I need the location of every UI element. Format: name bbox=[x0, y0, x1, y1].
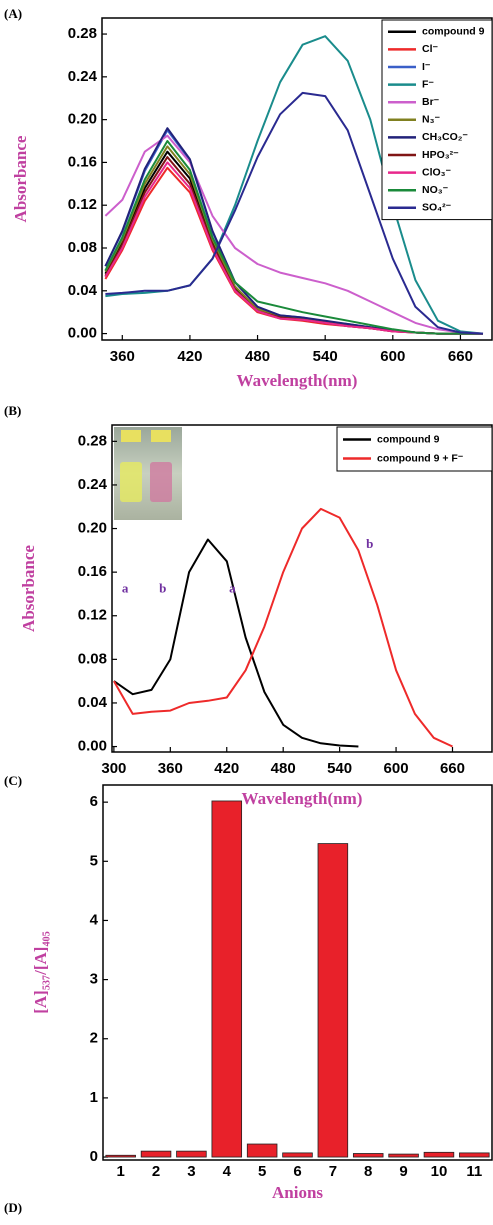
legend-label: I⁻ bbox=[422, 61, 431, 73]
series-line bbox=[105, 91, 484, 335]
legend-label: compound 9 + F⁻ bbox=[377, 452, 464, 464]
vial-b bbox=[150, 462, 172, 502]
bar bbox=[388, 1153, 419, 1158]
x-tick-label: 8 bbox=[364, 1163, 372, 1180]
plot-frame bbox=[111, 424, 493, 753]
x-tick-label: 660 bbox=[440, 760, 465, 777]
y-tick-label: 0.24 bbox=[78, 476, 108, 493]
x-tick-label: 480 bbox=[245, 348, 270, 365]
bar bbox=[246, 1143, 278, 1158]
y-tick-label: 0.24 bbox=[68, 68, 98, 85]
x-tick-label: 360 bbox=[110, 348, 135, 365]
y-axis-title: Absorbance bbox=[19, 545, 38, 632]
x-tick-label: 540 bbox=[313, 348, 338, 365]
panel-label: (B) bbox=[4, 403, 21, 418]
legend-label: Br⁻ bbox=[422, 96, 440, 108]
annotation: b bbox=[366, 536, 373, 551]
x-tick-label: 3 bbox=[187, 1163, 195, 1180]
y-tick-label: 0.12 bbox=[78, 607, 107, 624]
series-line bbox=[113, 538, 359, 748]
x-tick-label: 660 bbox=[448, 348, 473, 365]
legend-label: compound 9 bbox=[377, 433, 440, 445]
x-axis-title: Wavelength(nm) bbox=[237, 371, 358, 390]
bar bbox=[282, 1152, 313, 1158]
y-tick-label: 0.20 bbox=[68, 111, 97, 128]
y-tick-label: 6 bbox=[90, 793, 98, 810]
x-tick-label: 5 bbox=[258, 1163, 266, 1180]
cap-b bbox=[151, 430, 171, 442]
bar bbox=[317, 843, 349, 1158]
bar bbox=[140, 1150, 172, 1158]
x-tick-label: 300 bbox=[101, 760, 126, 777]
x-tick-label: 11 bbox=[466, 1163, 482, 1180]
bar bbox=[352, 1153, 384, 1158]
cap-a bbox=[121, 430, 141, 442]
x-tick-label: 1 bbox=[117, 1163, 125, 1180]
y-tick-label: 0.16 bbox=[68, 153, 97, 170]
bar bbox=[105, 1154, 136, 1158]
y-tick-label: 2 bbox=[90, 1030, 98, 1047]
y-axis-title: [A]₅₃₇/[A]₄₀₅ bbox=[31, 931, 50, 1014]
legend-label: NO₃⁻ bbox=[422, 184, 449, 196]
x-tick-label: 540 bbox=[327, 760, 352, 777]
panel-label: (C) bbox=[4, 773, 22, 788]
vial-a bbox=[120, 462, 142, 502]
x-tick-label: 10 bbox=[431, 1163, 448, 1180]
bar bbox=[176, 1150, 207, 1158]
y-tick-label: 0.04 bbox=[78, 694, 108, 711]
legend-box bbox=[336, 426, 493, 472]
plot-frame bbox=[102, 784, 493, 1161]
y-tick-label: 0.04 bbox=[68, 282, 98, 299]
x-axis-title: Wavelength(nm) bbox=[242, 789, 363, 808]
y-tick-label: 0.08 bbox=[68, 239, 97, 256]
panel-label: (A) bbox=[4, 6, 22, 21]
legend-label: compound 9 bbox=[422, 26, 485, 38]
x-tick-label: 480 bbox=[271, 760, 296, 777]
x-tick-label: 9 bbox=[399, 1163, 407, 1180]
legend-label: F⁻ bbox=[422, 78, 434, 90]
bar bbox=[459, 1152, 490, 1158]
y-tick-label: 0.08 bbox=[78, 650, 107, 667]
y-tick-label: 0.20 bbox=[78, 520, 107, 537]
series-line bbox=[104, 134, 484, 335]
series-line bbox=[113, 507, 453, 748]
y-tick-label: 0.00 bbox=[68, 325, 97, 342]
y-tick-label: 3 bbox=[90, 971, 98, 988]
bar bbox=[423, 1151, 455, 1158]
y-tick-label: 4 bbox=[90, 911, 99, 928]
annotation: a bbox=[122, 581, 129, 596]
x-tick-label: 420 bbox=[214, 760, 239, 777]
y-tick-label: 5 bbox=[90, 852, 98, 869]
annotation: b bbox=[159, 581, 166, 596]
panel-label: (D) bbox=[4, 1200, 22, 1215]
series-line bbox=[104, 140, 483, 335]
x-tick-label: 2 bbox=[152, 1163, 160, 1180]
annotation: a bbox=[229, 581, 236, 596]
y-tick-label: 0 bbox=[90, 1148, 98, 1165]
legend-label: ClO₃⁻ bbox=[422, 166, 452, 178]
legend-label: Cl⁻ bbox=[422, 43, 439, 55]
y-tick-label: 1 bbox=[90, 1089, 98, 1106]
x-tick-label: 4 bbox=[223, 1163, 232, 1180]
x-axis-title: Anions bbox=[272, 1183, 323, 1202]
y-tick-label: 0.16 bbox=[78, 563, 107, 580]
x-tick-label: 360 bbox=[158, 760, 183, 777]
bar bbox=[211, 800, 243, 1158]
x-tick-label: 420 bbox=[177, 348, 202, 365]
y-tick-label: 0.28 bbox=[78, 432, 107, 449]
y-tick-label: 0.28 bbox=[68, 25, 97, 42]
legend-label: SO₄²⁻ bbox=[422, 202, 452, 214]
x-tick-label: 7 bbox=[329, 1163, 337, 1180]
y-axis-title: Absorbance bbox=[11, 135, 30, 222]
x-tick-label: 600 bbox=[380, 348, 405, 365]
x-tick-label: 600 bbox=[384, 760, 409, 777]
y-tick-label: 0.00 bbox=[78, 738, 107, 755]
x-tick-label: 6 bbox=[293, 1163, 301, 1180]
legend-label: HPO₃²⁻ bbox=[422, 149, 459, 161]
legend-label: N₃⁻ bbox=[422, 114, 440, 126]
legend-label: CH₃CO₂⁻ bbox=[422, 131, 468, 143]
y-tick-label: 0.12 bbox=[68, 196, 97, 213]
